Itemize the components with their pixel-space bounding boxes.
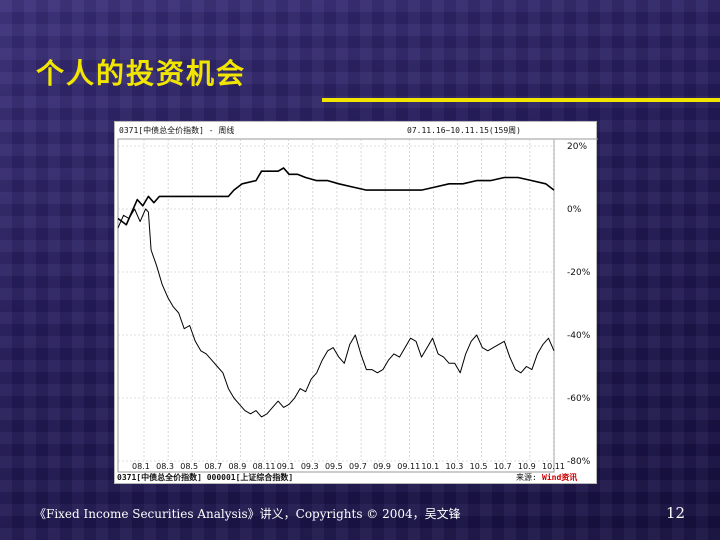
y-tick-label: -20% [567, 268, 591, 278]
grid-lines [118, 139, 555, 462]
x-tick-label: 10.7 [494, 462, 512, 471]
x-tick-label: 09.7 [349, 462, 367, 471]
x-tick-label: 09.5 [325, 462, 343, 471]
page-number: 12 [666, 504, 686, 522]
x-tick-label: 08.7 [204, 462, 222, 471]
x-tick-label: 08.5 [180, 462, 198, 471]
x-tick-label: 09.11 [397, 462, 420, 471]
series-lines [117, 167, 555, 418]
x-tick-label: 10.1 [421, 462, 439, 471]
x-tick-label: 08.11 [253, 462, 276, 471]
chart-header-right: 07.11.16~10.11.15(159周) [407, 126, 521, 135]
y-axis-labels: 20% 0% -20% -40% -60% -80% [567, 142, 591, 467]
y-tick-label: -40% [567, 331, 591, 341]
x-tick-label: 10.11 [542, 462, 565, 471]
footer-copyright: 《Fixed Income Securities Analysis》讲义，Cop… [34, 507, 461, 521]
chart-panel: 0371[中债总全价指数] - 周线 07.11.16~10.11.15(159… [114, 121, 598, 484]
x-tick-label: 08.9 [228, 462, 246, 471]
x-tick-label: 08.1 [132, 462, 150, 471]
slide-title: 个人的投资机会 [36, 57, 247, 90]
x-tick-label: 09.9 [373, 462, 391, 471]
x-tick-label: 10.9 [518, 462, 536, 471]
x-axis-labels: 08.1 08.3 08.5 08.7 08.9 08.11 09.1 09.3 09.5 09.… [132, 462, 565, 471]
series-line-bond-index [117, 167, 555, 226]
x-tick-label: 09.3 [301, 462, 319, 471]
series-line-shanghai-composite [117, 208, 555, 418]
title-underline [322, 98, 720, 102]
y-tick-label: -80% [567, 457, 591, 467]
x-tick-label: 08.3 [156, 462, 174, 471]
y-tick-label: 0% [567, 205, 582, 215]
y-tick-label: -60% [567, 394, 591, 404]
x-tick-label: 10.3 [446, 462, 464, 471]
line-chart: 0371[中债总全价指数] - 周线 07.11.16~10.11.15(159… [117, 125, 598, 482]
source-brand: Wind资讯 [542, 472, 577, 482]
y-tick-label: 20% [567, 142, 587, 152]
source-label: 来源: [516, 473, 537, 482]
chart-header-left: 0371[中债总全价指数] - 周线 [119, 125, 234, 135]
x-tick-label: 10.5 [470, 462, 488, 471]
chart-legend: 0371[中债总全价指数] 000001[上证综合指数] [117, 472, 293, 482]
x-tick-label: 09.1 [277, 462, 295, 471]
